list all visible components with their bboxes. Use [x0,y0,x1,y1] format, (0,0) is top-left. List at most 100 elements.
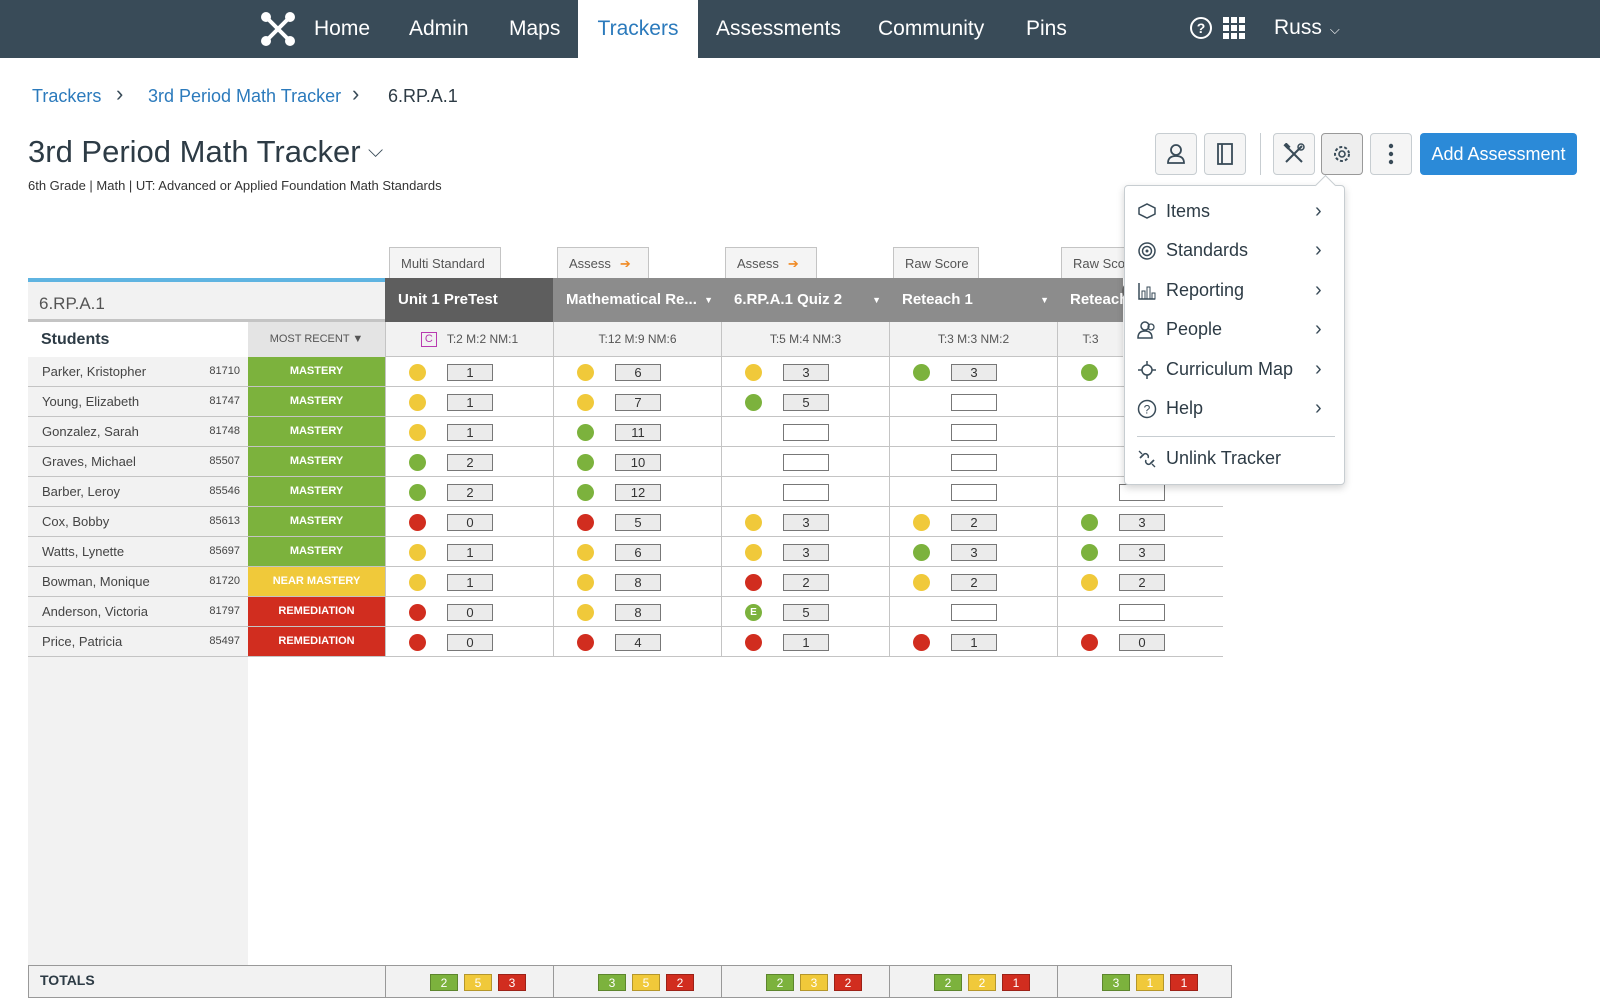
more-options-button[interactable] [1370,133,1412,175]
external-link-icon[interactable]: ➔ [619,256,631,271]
score-input[interactable] [783,484,829,501]
score-input[interactable]: 2 [447,454,493,471]
external-link-icon[interactable]: ➔ [787,256,799,271]
nav-maps[interactable]: Maps [509,17,561,40]
nav-home[interactable]: Home [314,17,371,40]
score-input[interactable]: 8 [615,604,661,621]
menu-item-reporting[interactable]: Reporting › [1125,273,1346,307]
apps-grid-icon[interactable] [1223,17,1245,39]
menu-item-unlink-tracker[interactable]: Unlink Tracker [1125,441,1346,475]
user-menu[interactable]: Russ ⌵ [1274,0,1340,58]
score-input[interactable] [951,454,997,471]
chevron-right-icon: › [1315,318,1322,340]
dropdown-caret-icon[interactable]: ▼ [872,295,881,305]
menu-item-people[interactable]: People › [1125,312,1346,346]
score-input[interactable]: 12 [615,484,661,501]
student-name-cell[interactable]: Bowman, Monique 81720 [28,567,248,596]
student-name-cell[interactable]: Young, Elizabeth 81747 [28,387,248,416]
score-input[interactable]: 3 [1119,544,1165,561]
score-input[interactable]: 2 [783,574,829,591]
score-input[interactable] [951,424,997,441]
nav-trackers[interactable]: Trackers [578,0,698,58]
nav-pins[interactable]: Pins [1026,17,1067,40]
student-name-cell[interactable]: Barber, Leroy 85546 [28,477,248,506]
dropdown-caret-icon[interactable]: ▼ [1040,295,1049,305]
score-input[interactable]: 0 [1119,634,1165,651]
score-input[interactable]: 3 [783,544,829,561]
mastery-count: 3 [1102,974,1130,991]
score-input[interactable] [951,604,997,621]
score-input[interactable]: 0 [447,514,493,531]
score-input[interactable]: 4 [615,634,661,651]
score-input[interactable]: 7 [615,394,661,411]
menu-item-standards[interactable]: Standards › [1125,233,1346,267]
score-input[interactable]: 2 [951,574,997,591]
score-input[interactable]: 1 [447,394,493,411]
student-name-cell[interactable]: Watts, Lynette 85697 [28,537,248,566]
mastery-dot-icon [913,514,930,531]
assessment-column-header[interactable]: Reteach 1 ▼ [889,278,1057,322]
help-icon[interactable]: ? [1190,17,1212,39]
score-input[interactable]: 1 [447,574,493,591]
score-input[interactable]: 2 [1119,574,1165,591]
student-name-cell[interactable]: Price, Patricia 85497 [28,627,248,656]
score-input[interactable]: 1 [447,544,493,561]
tools-button[interactable] [1273,133,1315,175]
dropdown-caret-icon[interactable]: ▼ [704,295,713,305]
score-input[interactable]: 3 [783,364,829,381]
score-input[interactable]: 3 [1119,514,1165,531]
score-input[interactable]: 5 [783,604,829,621]
nav-community[interactable]: Community [878,17,985,40]
assessment-column-header[interactable]: 6.RP.A.1 Quiz 2 ▼ [721,278,889,322]
score-input[interactable]: 5 [615,514,661,531]
assessment-column-header[interactable]: Reteach [1057,278,1123,322]
student-name-cell[interactable]: Parker, Kristopher 81710 [28,357,248,386]
score-input[interactable]: 3 [951,364,997,381]
score-input[interactable]: 2 [951,514,997,531]
score-input[interactable] [783,454,829,471]
notebook-button[interactable] [1204,133,1246,175]
student-name-cell[interactable]: Graves, Michael 85507 [28,447,248,476]
score-input[interactable]: 3 [783,514,829,531]
score-input[interactable]: 11 [615,424,661,441]
score-input[interactable]: 6 [615,364,661,381]
score-input[interactable]: 3 [951,544,997,561]
assessment-column-header[interactable]: Unit 1 PreTest [385,278,553,322]
score-input[interactable]: 2 [447,484,493,501]
score-input[interactable]: 5 [783,394,829,411]
score-input[interactable]: 0 [447,604,493,621]
score-input[interactable]: 8 [615,574,661,591]
nav-admin[interactable]: Admin [409,17,469,40]
menu-item-help[interactable]: ? Help › [1125,391,1346,425]
score-input[interactable]: 1 [447,424,493,441]
settings-button[interactable] [1321,133,1363,175]
menu-item-items[interactable]: Items › [1125,194,1346,228]
student-name-cell[interactable]: Cox, Bobby 85613 [28,507,248,536]
mastery-dot-icon [409,484,426,501]
score-input[interactable] [1119,604,1165,621]
most-recent-sort[interactable]: MOST RECENT ▼ [248,322,385,357]
student-name-cell[interactable]: Gonzalez, Sarah 81748 [28,417,248,446]
score-input[interactable]: 10 [615,454,661,471]
add-assessment-button[interactable]: Add Assessment [1420,133,1577,175]
score-input[interactable]: 6 [615,544,661,561]
title-chevron-icon[interactable]: ⌵ [368,140,384,162]
nav-assessments[interactable]: Assessments [716,17,841,40]
assessment-type-label: Assess [569,256,611,271]
score-cell: 1 [385,387,553,416]
score-input[interactable]: 1 [951,634,997,651]
score-input[interactable]: 0 [447,634,493,651]
logo-icon[interactable] [258,10,298,48]
menu-item-curriculum-map[interactable]: Curriculum Map › [1125,352,1346,386]
score-input[interactable]: 1 [783,634,829,651]
student-view-button[interactable] [1155,133,1197,175]
score-input[interactable] [783,424,829,441]
assessment-column-header[interactable]: Mathematical Re... ▼ [553,278,721,322]
score-input[interactable] [1119,484,1165,501]
student-name-cell[interactable]: Anderson, Victoria 81797 [28,597,248,626]
score-input[interactable] [951,394,997,411]
score-input[interactable]: 1 [447,364,493,381]
score-input[interactable] [951,484,997,501]
breadcrumb-trackers[interactable]: Trackers [32,86,102,106]
breadcrumb-tracker[interactable]: 3rd Period Math Tracker [148,86,342,106]
